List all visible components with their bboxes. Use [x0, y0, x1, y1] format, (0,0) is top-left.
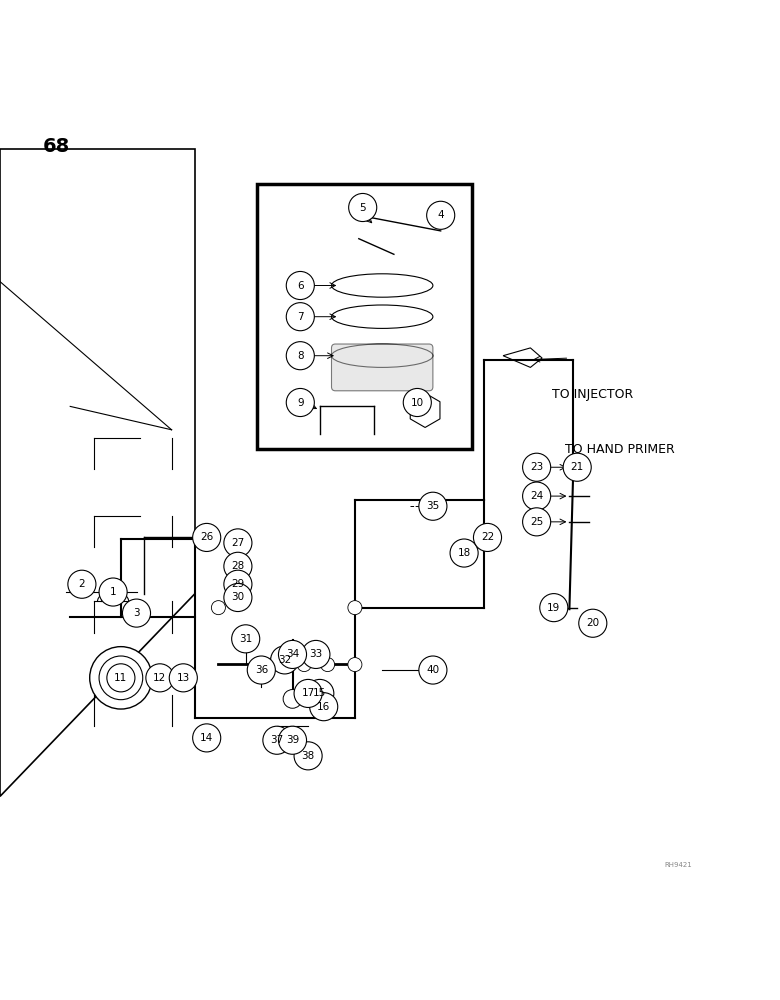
Text: 10: 10: [411, 397, 424, 408]
Circle shape: [302, 640, 330, 668]
Circle shape: [247, 656, 275, 684]
Text: 30: 30: [232, 592, 244, 602]
Bar: [257, 184, 472, 449]
Circle shape: [286, 388, 314, 417]
Text: 20: 20: [587, 618, 599, 628]
Text: 21: 21: [571, 462, 583, 472]
Text: 14: 14: [200, 733, 213, 743]
Circle shape: [266, 658, 280, 672]
Text: 25: 25: [530, 517, 543, 527]
Circle shape: [283, 690, 302, 708]
Circle shape: [419, 492, 447, 520]
Circle shape: [286, 342, 314, 370]
Text: 68: 68: [43, 137, 70, 156]
Circle shape: [178, 668, 197, 687]
Circle shape: [297, 658, 311, 672]
Circle shape: [294, 742, 322, 770]
Circle shape: [348, 658, 362, 672]
Text: 17: 17: [302, 688, 314, 698]
Text: 4: 4: [438, 210, 444, 220]
Text: 38: 38: [302, 751, 314, 761]
Text: 3: 3: [133, 608, 140, 618]
Circle shape: [310, 693, 338, 721]
Text: 8: 8: [297, 351, 303, 361]
Text: 23: 23: [530, 462, 543, 472]
Circle shape: [450, 539, 478, 567]
Text: 26: 26: [200, 532, 213, 542]
Text: 18: 18: [458, 548, 470, 558]
Circle shape: [453, 542, 475, 564]
Circle shape: [99, 578, 127, 606]
Text: 7: 7: [297, 312, 303, 322]
Text: 16: 16: [317, 702, 330, 712]
Circle shape: [232, 625, 260, 653]
Text: 5: 5: [360, 203, 366, 213]
Circle shape: [473, 523, 502, 551]
Text: 13: 13: [177, 673, 190, 683]
Text: 28: 28: [232, 561, 244, 571]
Text: 6: 6: [297, 281, 303, 291]
Text: 2: 2: [79, 579, 85, 589]
Text: 32: 32: [278, 655, 291, 665]
Circle shape: [419, 656, 447, 684]
Circle shape: [278, 640, 307, 668]
Circle shape: [563, 453, 591, 481]
FancyBboxPatch shape: [332, 344, 433, 391]
Circle shape: [122, 599, 151, 627]
Circle shape: [310, 684, 329, 703]
Text: RH9421: RH9421: [665, 862, 693, 868]
Circle shape: [523, 453, 551, 481]
Circle shape: [224, 570, 252, 598]
Circle shape: [154, 668, 173, 687]
Circle shape: [211, 601, 225, 615]
Text: TO INJECTOR: TO INJECTOR: [552, 388, 633, 401]
Circle shape: [278, 726, 307, 754]
Text: 19: 19: [548, 603, 560, 613]
Circle shape: [349, 193, 377, 222]
Circle shape: [427, 201, 455, 229]
Circle shape: [321, 658, 335, 672]
Text: TO HAND PRIMER: TO HAND PRIMER: [566, 443, 675, 456]
Circle shape: [271, 646, 299, 674]
Circle shape: [540, 594, 568, 622]
Text: 33: 33: [310, 649, 322, 659]
Circle shape: [286, 271, 314, 300]
Circle shape: [523, 508, 551, 536]
Circle shape: [193, 523, 221, 551]
Circle shape: [306, 679, 334, 707]
Circle shape: [68, 570, 96, 598]
Text: 29: 29: [232, 579, 244, 589]
Text: 11: 11: [115, 673, 127, 683]
Circle shape: [193, 724, 221, 752]
Circle shape: [224, 552, 252, 580]
Circle shape: [579, 609, 607, 637]
Circle shape: [348, 601, 362, 615]
Text: 39: 39: [286, 735, 299, 745]
Text: 37: 37: [271, 735, 283, 745]
Text: 35: 35: [427, 501, 439, 511]
Circle shape: [523, 482, 551, 510]
Text: 9: 9: [297, 397, 303, 408]
Circle shape: [263, 726, 291, 754]
Text: 24: 24: [530, 491, 543, 501]
Text: 31: 31: [239, 634, 252, 644]
Text: 36: 36: [255, 665, 268, 675]
Circle shape: [224, 529, 252, 557]
Text: 12: 12: [154, 673, 166, 683]
Text: 22: 22: [481, 532, 494, 542]
Text: 40: 40: [427, 665, 439, 675]
Text: 27: 27: [232, 538, 244, 548]
Circle shape: [146, 664, 174, 692]
Circle shape: [286, 303, 314, 331]
Circle shape: [169, 664, 197, 692]
Text: 15: 15: [314, 688, 326, 698]
Circle shape: [294, 679, 322, 707]
Text: 34: 34: [286, 649, 299, 659]
Circle shape: [107, 664, 135, 692]
Circle shape: [90, 647, 152, 709]
Circle shape: [403, 388, 431, 417]
Text: 1: 1: [110, 587, 116, 597]
Circle shape: [224, 583, 252, 612]
